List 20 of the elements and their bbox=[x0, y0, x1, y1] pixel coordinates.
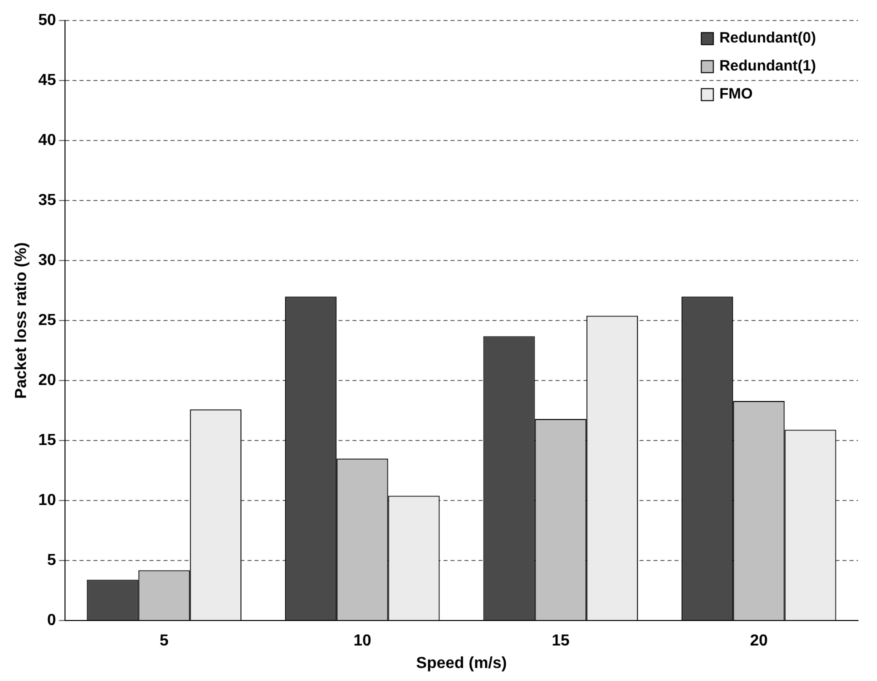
y-tick-label: 45 bbox=[38, 72, 56, 90]
legend-label: Redundant(1) bbox=[719, 58, 816, 75]
x-tick-label: 15 bbox=[552, 632, 570, 650]
y-tick-label: 15 bbox=[38, 432, 56, 450]
legend-label: Redundant(0) bbox=[719, 30, 816, 47]
x-tick-label: 5 bbox=[160, 632, 169, 650]
y-tick-label: 35 bbox=[38, 192, 56, 210]
y-tick-label: 25 bbox=[38, 312, 56, 330]
y-tick-label: 40 bbox=[38, 132, 56, 150]
y-tick-label: 10 bbox=[38, 492, 56, 510]
y-tick-label: 50 bbox=[38, 12, 56, 30]
y-tick-label: 0 bbox=[47, 612, 56, 630]
legend-label: FMO bbox=[719, 86, 753, 103]
x-axis-title: Speed (m/s) bbox=[416, 654, 507, 672]
y-axis-title: Packet loss ratio (%) bbox=[13, 242, 30, 399]
y-tick-label: 5 bbox=[47, 552, 56, 570]
x-tick-label: 10 bbox=[353, 632, 372, 650]
y-tick-label: 30 bbox=[38, 252, 56, 270]
x-tick-label: 20 bbox=[750, 632, 768, 650]
y-tick-label: 20 bbox=[38, 372, 56, 390]
